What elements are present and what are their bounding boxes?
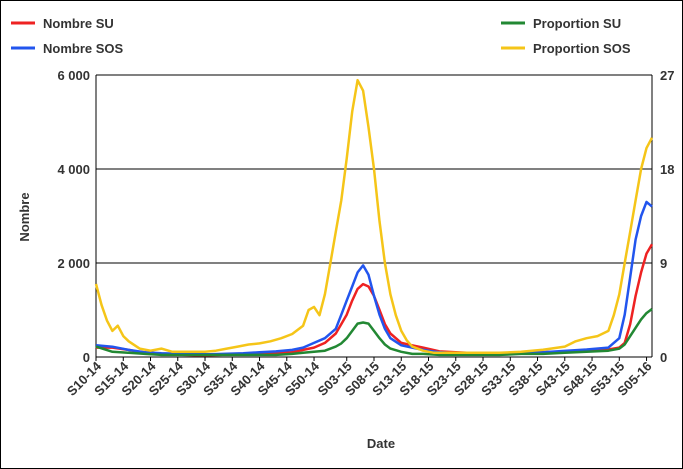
y-tick-label: 6 000 — [57, 68, 90, 83]
legend-label: Nombre SOS — [43, 41, 124, 56]
x-axis-ticks: S10-14S15-14S20-14S25-14S30-14S35-14S40-… — [64, 357, 655, 399]
x-axis-title: Date — [367, 436, 395, 451]
series-lines — [94, 78, 654, 357]
y-tick-label: 0 — [83, 350, 90, 365]
series-line-proportion-sos — [94, 78, 654, 355]
y-axis-title: Nombre — [17, 192, 32, 241]
y2-tick-label: 9 — [660, 256, 667, 271]
legend: Nombre SU Nombre SOS Proportion SU Proporti… — [11, 16, 631, 56]
axes — [95, 75, 653, 358]
right-axis-ticks: 0 9 18 27 — [660, 68, 674, 365]
y-tick-label: 2 000 — [57, 256, 90, 271]
y2-tick-label: 27 — [660, 68, 674, 83]
legend-label: Proportion SU — [533, 16, 621, 31]
series-line-proportion-su — [95, 307, 653, 357]
legend-label: Nombre SU — [43, 16, 114, 31]
y-tick-label: 4 000 — [57, 162, 90, 177]
legend-label: Proportion SOS — [533, 41, 631, 56]
y2-tick-label: 18 — [660, 162, 674, 177]
left-axis-ticks: 0 2 000 4 000 6 000 — [57, 68, 90, 365]
y2-tick-label: 0 — [660, 350, 667, 365]
